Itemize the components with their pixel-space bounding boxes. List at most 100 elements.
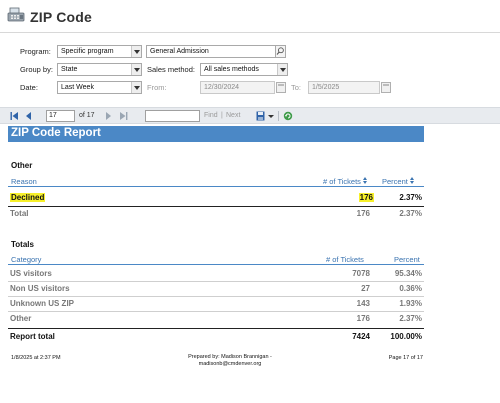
section-title-totals: Totals [11,240,34,249]
row-tickets: 27 [361,284,370,293]
program-search-button[interactable] [275,45,286,58]
to-label: To: [291,83,302,92]
report-title-banner: ZIP Code Report [8,126,424,142]
table-header-other: Reason # of Tickets Percent [8,176,424,187]
program-select-value: Specific program [61,48,114,55]
column-header-tickets: # of Tickets [326,255,364,264]
total-tickets: 176 [356,209,370,218]
total-percent: 2.37% [399,209,422,218]
total-divider [8,206,424,207]
find-link[interactable]: Find [204,112,218,119]
column-header-percent[interactable]: Percent [382,176,415,187]
calendar-icon[interactable] [381,82,391,93]
report-total-tickets: 7424 [352,332,370,341]
previous-page-icon[interactable] [24,111,33,121]
footer-prepared-by: Prepared by: Madison Brannigan - madison… [170,354,290,368]
row-percent: 95.34% [394,269,422,278]
search-icon [276,47,284,55]
next-page-icon[interactable] [104,111,113,121]
page-number-input[interactable]: 17 [46,110,75,122]
date-select[interactable]: Last Week [57,81,142,94]
report-total-percent: 100.00% [390,332,422,341]
sort-icon[interactable] [362,177,368,185]
first-page-icon[interactable] [10,111,19,121]
table-row-total: Total 176 2.37% [8,207,424,221]
row-divider [8,281,424,282]
page-title: ZIP Code [30,9,93,25]
sales-method-select[interactable]: All sales methods [200,63,288,76]
last-page-icon[interactable] [119,111,128,121]
group-by-label: Group by: [20,65,53,74]
chevron-down-icon [131,64,141,75]
page-count: of 17 [79,112,95,119]
report-total-label: Report total [10,332,55,341]
prepared-by-email: madisonb@cmdenver.org [198,361,262,367]
column-header-percent-label: Percent [382,177,408,186]
row-percent: 2.37% [399,193,422,202]
group-by-value: State [61,66,78,73]
group-by-select[interactable]: State [57,63,142,76]
footer-timestamp: 1/8/2025 at 2:37 PM [11,355,61,361]
find-next-link[interactable]: Next [226,112,241,119]
date-label: Date: [20,83,38,92]
section-title-other: Other [11,161,33,170]
column-header-reason: Reason [11,177,37,186]
program-select[interactable]: Specific program [57,45,142,58]
row-tickets: 176 [358,193,374,202]
page-header: ZIP Code [0,0,500,33]
row-tickets: 143 [356,299,370,308]
chevron-down-icon[interactable] [268,111,274,121]
row-percent: 2.37% [399,314,422,323]
chevron-down-icon [131,46,141,57]
column-header-tickets-label: # of Tickets [323,177,361,186]
column-header-tickets[interactable]: # of Tickets [323,176,368,187]
program-name-value: General Admission [150,48,209,55]
report-title: ZIP Code Report [11,127,101,139]
table-row: Declined 176 2.37% [8,191,424,205]
from-date-value: 12/30/2024 [204,84,240,91]
total-divider [8,328,424,329]
report-toolbar: 17 of 17 Find | Next [0,107,500,124]
footer-page-number: Page 17 of 17 [388,355,423,361]
to-date-value: 1/5/2025 [312,84,340,91]
table-row-report-total: Report total 7424 100.00% [8,330,424,344]
cash-register-icon [7,7,25,22]
row-label: Other [10,314,32,323]
sales-method-label: Sales method: [147,65,195,74]
sales-method-value: All sales methods [204,66,259,73]
row-label: US visitors [10,269,52,278]
table-header-totals: Category # of Tickets Percent [8,254,424,265]
row-divider [8,296,424,297]
from-date-field[interactable]: 12/30/2024 [200,81,275,94]
date-select-value: Last Week [61,84,94,91]
toolbar-divider [278,111,279,121]
total-label: Total [10,209,29,218]
row-label: Declined [10,193,46,202]
find-separator: | [221,112,223,119]
row-tickets: 176 [356,314,370,323]
to-date-field[interactable]: 1/5/2025 [308,81,380,94]
find-input[interactable] [145,110,200,122]
refresh-icon[interactable] [283,111,293,121]
table-row: US visitors 7078 95.34% [8,267,424,281]
sort-icon[interactable] [409,177,415,185]
table-row: Unknown US ZIP 143 1.93% [8,297,424,311]
row-percent: 1.93% [399,299,422,308]
table-row: Other 176 2.37% [8,312,424,326]
chevron-down-icon [131,82,141,93]
program-name-field[interactable]: General Admission [146,45,276,58]
row-label: Unknown US ZIP [10,299,74,308]
from-label: From: [147,83,167,92]
row-divider [8,311,424,312]
row-percent: 0.36% [399,284,422,293]
prepared-by-name: Prepared by: Madison Brannigan - [188,354,272,360]
program-label: Program: [20,47,51,56]
calendar-icon[interactable] [276,82,286,93]
column-header-category: Category [11,255,42,264]
column-header-percent: Percent [394,255,420,264]
chevron-down-icon [277,64,287,75]
table-row: Non US visitors 27 0.36% [8,282,424,296]
export-save-icon[interactable] [256,111,267,121]
row-tickets: 7078 [352,269,370,278]
row-label: Non US visitors [10,284,70,293]
